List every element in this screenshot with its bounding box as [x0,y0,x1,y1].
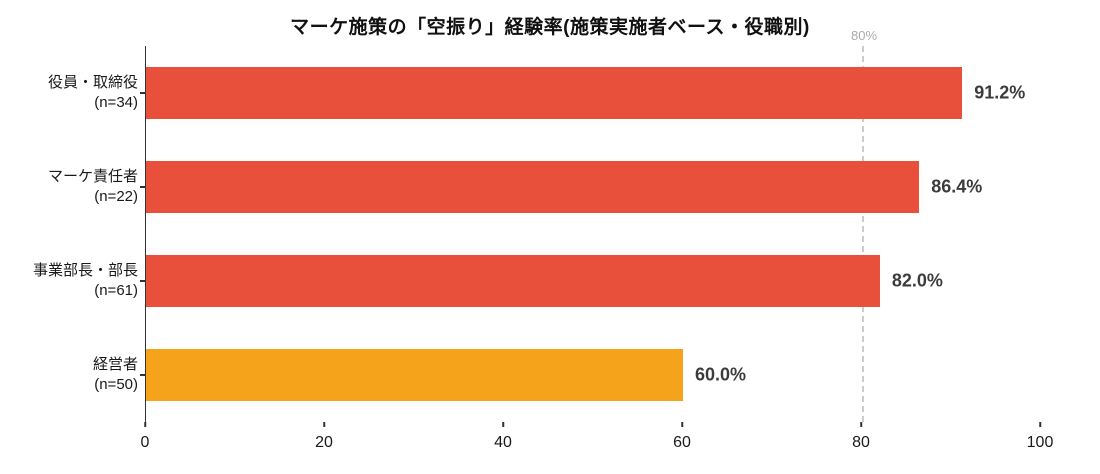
bar [146,255,880,307]
reference-line-80: 80% [851,28,877,422]
bar-value-label: 82.0% [891,270,943,291]
category-label: 経営者 (n=50) [93,355,138,396]
y-axis-tick [140,186,146,188]
category-name: 事業部長・部長 [32,261,138,279]
y-axis-labels: 役員・取締役 (n=34) マーケ責任者 (n=22) 事業部長・部長 (n=61) 経営者… [0,46,138,422]
category-label: 事業部長・部長 (n=61) [33,261,138,302]
y-axis-tick [140,92,146,94]
category-name: 役員・取締役 [47,73,138,91]
category-name: 経営者 [92,355,138,373]
category-name: マーケ責任者 [47,167,138,185]
x-axis-tick-label: 0 [140,434,150,451]
y-axis-tick [140,374,146,376]
category-label: マーケ責任者 (n=22) [48,167,138,208]
x-axis: 0 20 40 60 80 100 [141,422,1053,462]
reference-line-label: 80% [850,28,878,43]
category-label: 役員・取締役 (n=34) [48,73,138,114]
x-axis-tick [144,422,146,427]
x-axis-tick [323,422,325,427]
bar [146,161,920,213]
x-axis-tick [681,422,683,427]
category-sample-size: (n=61) [94,282,138,299]
bar-value-label: 86.4% [931,176,983,197]
x-axis-tick-label: 80 [852,434,870,451]
x-axis-tick [502,422,504,427]
category-sample-size: (n=50) [94,376,138,393]
x-axis-tick [1039,422,1041,427]
category-sample-size: (n=22) [94,188,138,205]
category-sample-size: (n=34) [94,94,138,111]
y-axis-tick [140,280,146,282]
plot-area: 80% 91.2% 86.4% 82.0% 60.0% [140,28,1041,422]
x-axis-tick-label: 20 [315,434,333,451]
x-axis-tick [860,422,862,427]
bar [146,349,683,401]
x-axis-tick-label: 40 [494,434,512,451]
chart-title: マーケ施策の「空振り」経験率(施策実施者ベース・役職別) [290,17,810,38]
bar [146,67,963,119]
bar-value-label: 91.2% [974,82,1026,103]
x-axis-tick-label: 100 [1026,434,1054,451]
x-axis-tick-label: 60 [673,434,691,451]
bar-value-label: 60.0% [695,364,747,385]
